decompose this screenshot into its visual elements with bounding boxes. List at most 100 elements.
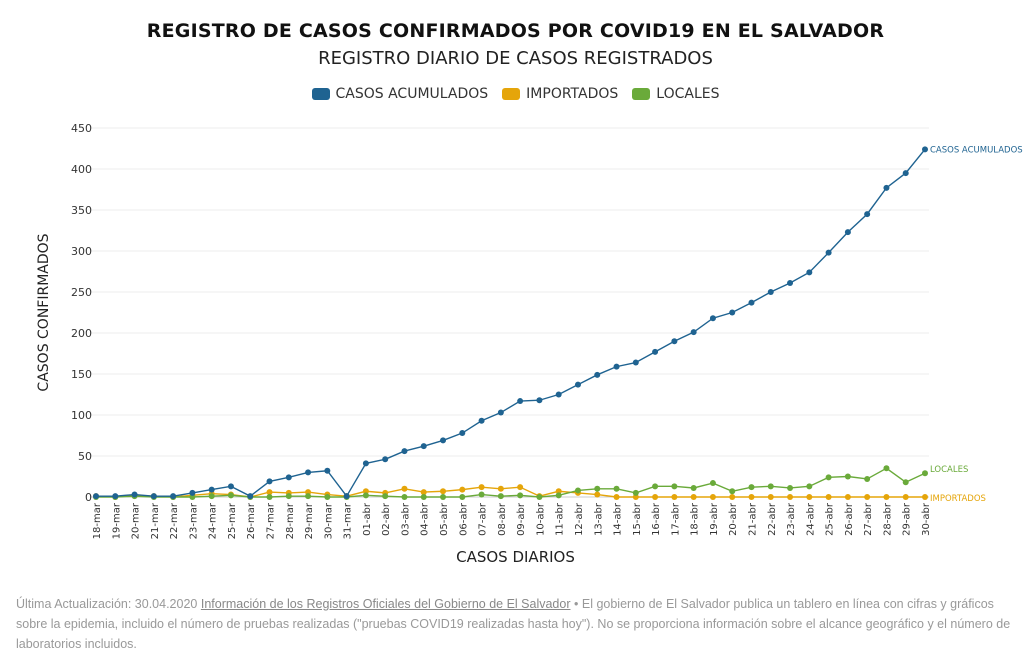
data-point-importados [883,494,890,500]
x-tick-label: 08-abr [497,502,508,536]
x-tick-label: 26-mar [246,502,257,539]
x-tick-label: 25-mar [227,502,238,539]
x-tick-label: 10-abr [535,502,546,536]
x-tick-label: 17-abr [670,502,681,536]
x-tick-label: 29-abr [902,502,913,536]
x-tick-label: 21-abr [747,502,758,536]
x-tick-label: 12-abr [574,502,585,536]
data-point-casos-acumulados [93,493,99,500]
data-point-locales [748,484,755,491]
legend-item-acumulados[interactable]: CASOS ACUMULADOS [311,86,488,102]
x-tick-label: 27-abr [863,502,874,536]
data-point-locales [227,492,234,499]
y-tick-label: 0 [85,491,92,504]
data-point-casos-acumulados [594,371,601,378]
data-point-importados [748,494,755,500]
x-tick-label: 18-mar [92,502,103,539]
footer-note: Última Actualización: 30.04.2020 Informa… [16,594,1012,654]
data-point-locales [883,465,890,472]
x-tick-label: 07-abr [478,502,489,536]
footer-source-link[interactable]: Información de los Registros Oficiales d… [200,597,571,611]
footer-bullet: • [573,597,579,611]
data-point-locales [806,483,813,490]
data-point-importados [709,494,716,500]
legend-swatch-locales [632,88,651,100]
data-point-casos-acumulados [748,299,755,306]
x-tick-label: 23-mar [188,502,199,539]
legend-label-importados: IMPORTADOS [526,86,619,102]
data-point-casos-acumulados [690,329,697,336]
data-point-locales [902,479,909,486]
x-tick-label: 19-abr [709,502,720,536]
x-tick-label: 11-abr [555,502,566,536]
data-point-importados [478,484,485,491]
data-point-locales [844,473,851,480]
data-point-casos-acumulados [131,491,138,498]
end-label-locales: LOCALES [930,465,968,475]
data-point-casos-acumulados [189,489,196,496]
data-point-casos-acumulados [613,363,620,370]
x-tick-label: 29-mar [304,502,315,539]
legend-swatch-acumulados [311,88,330,100]
footer-description: El gobierno de El Salvador publica un ta… [16,597,1011,651]
legend-item-locales[interactable]: LOCALES [632,86,720,102]
data-point-locales [613,485,620,492]
data-point-locales [382,493,389,500]
data-point-locales [825,474,832,481]
x-tick-label: 23-abr [786,502,797,536]
data-point-importados [401,485,408,492]
data-point-importados [825,494,832,500]
data-point-importados [613,494,620,500]
y-tick-label: 50 [78,450,92,463]
data-point-locales [574,487,581,494]
data-point-locales [189,494,196,500]
data-point-importados [497,485,504,492]
data-point-locales [729,488,736,495]
data-point-casos-acumulados [285,474,292,481]
data-point-locales [536,494,543,500]
series-line-locales [96,467,926,498]
data-point-casos-acumulados [362,460,369,467]
data-point-casos-acumulados [883,184,890,191]
data-point-casos-acumulados [806,269,813,276]
data-point-casos-acumulados [208,486,215,493]
data-point-importados [440,488,447,495]
data-point-importados [729,494,736,500]
footer-update: Última Actualización: 30.04.2020 [16,597,198,611]
x-tick-label: 25-abr [825,502,836,536]
data-point-casos-acumulados [150,493,157,500]
data-point-locales [555,492,562,499]
data-point-importados [922,494,928,500]
data-point-locales [864,475,871,482]
y-tick-label: 400 [71,163,92,176]
data-point-importados [594,491,601,498]
legend-swatch-importados [502,88,521,100]
legend-item-importados[interactable]: IMPORTADOS [502,86,618,102]
x-tick-label: 21-mar [150,502,161,539]
data-point-importados [902,494,909,500]
y-tick-label: 350 [71,204,92,217]
data-point-importados [806,494,813,500]
data-point-importados [671,494,678,500]
x-tick-label: 16-abr [651,502,662,536]
chart-subtitle: REGISTRO DIARIO DE CASOS REGISTRADOS [318,48,713,69]
x-tick-label: 18-abr [690,502,701,536]
data-point-casos-acumulados [343,493,350,500]
data-point-importados [767,494,774,500]
data-point-casos-acumulados [844,229,851,236]
data-point-importados [555,488,562,495]
data-point-locales [767,483,774,490]
data-point-casos-acumulados [420,443,427,450]
data-point-locales [690,484,697,491]
data-point-locales [517,492,524,499]
x-tick-label: 28-mar [285,502,296,539]
data-point-casos-acumulados [478,417,485,424]
x-tick-label: 06-abr [458,502,469,536]
y-tick-label: 150 [71,368,92,381]
data-point-importados [420,489,427,496]
data-point-locales [266,494,273,500]
y-tick-label: 450 [71,122,92,135]
data-point-casos-acumulados [902,170,909,177]
x-tick-label: 24-abr [805,502,816,536]
x-tick-label: 27-mar [266,502,277,539]
